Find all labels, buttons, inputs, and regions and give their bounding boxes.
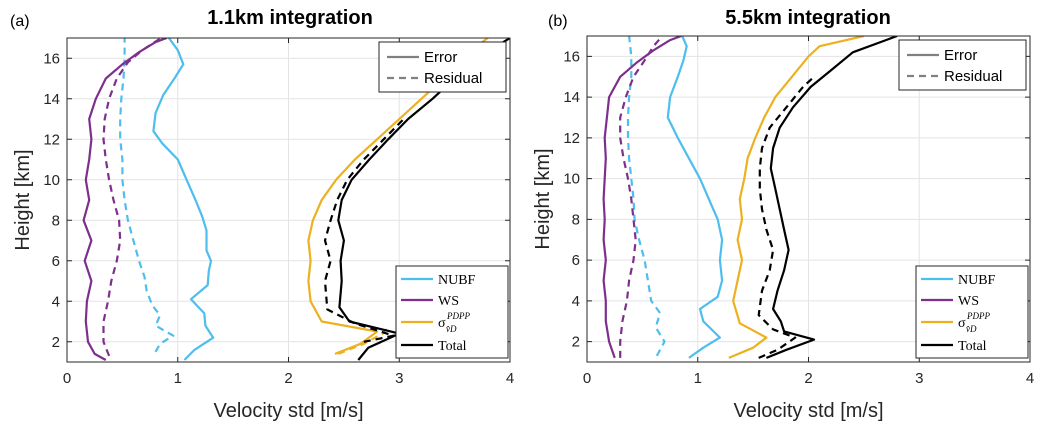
panel-label: (a) [10,13,30,30]
series-line-total-error [337,38,510,361]
color-legend-label: NUBF [438,273,476,288]
x-tick-label: 2 [804,370,812,387]
series-line--pdpp-error [307,38,489,355]
series-line-nubf-residual [626,36,666,357]
panel-label: (b) [548,13,568,30]
y-axis-label: Height [km] [12,149,34,250]
x-tick-label: 1 [694,370,702,387]
style-legend-box [898,39,1027,91]
style-legend-label: Residual [944,68,1002,85]
x-tick-label: 0 [63,370,71,387]
y-tick-label: 8 [572,211,580,228]
y-tick-label: 4 [52,293,60,310]
color-legend-label: σ [958,316,966,331]
series-line-ws-residual [619,36,664,358]
color-legend-label: NUBF [958,273,996,288]
y-tick-label: 16 [563,48,580,65]
y-tick-label: 16 [43,50,60,67]
y-tick-label: 6 [572,252,580,269]
color-legend: NUBF WS σ PDPP v̂D Total [915,265,1029,359]
color-legend-box [915,265,1029,359]
color-legend-label: WS [958,294,979,309]
chart-title: 5.5km integration [725,7,891,29]
style-legend-label: Residual [424,70,482,87]
series-line-ws-error [602,36,682,359]
color-legend-label: σ [438,316,446,331]
style-legend-box [378,41,507,93]
y-tick-label: 10 [43,172,60,189]
color-legend-label: WS [438,294,459,309]
style-legend: Error Residual [898,39,1027,91]
x-tick-label: 2 [284,370,292,387]
y-tick-label: 4 [572,293,580,310]
series-line-nubf-residual [119,38,175,353]
x-axis-label: Velocity std [m/s] [213,400,363,422]
series-line-nubf-error [152,38,215,361]
x-tick-label: 3 [395,370,403,387]
series-line-total-residual [323,118,405,343]
y-tick-label: 2 [52,334,60,351]
style-legend-label: Error [944,47,977,64]
series-line-total-error [765,36,898,359]
series-line-ws-error [82,38,168,361]
y-tick-label: 12 [43,131,60,148]
style-legend-label: Error [424,49,457,66]
y-tick-label: 12 [563,130,580,147]
color-legend-sup: PDPP [446,311,470,321]
series-group [82,38,510,361]
series-line--pdpp-error [728,36,865,359]
y-tick-label: 2 [572,334,580,351]
color-legend-sub: v̂D [446,324,457,334]
x-tick-label: 3 [915,370,923,387]
series-group [602,36,898,359]
y-tick-label: 8 [52,212,60,229]
y-axis-label: Height [km] [532,148,554,249]
color-legend: NUBF WS σ PDPP v̂D Total [395,265,509,359]
color-legend-sup: PDPP [966,311,990,321]
color-legend-label: Total [438,339,467,354]
color-legend-box [395,265,509,359]
x-axis-label: Velocity std [m/s] [733,400,883,422]
y-tick-label: 14 [43,91,60,108]
series-line-ws-residual [102,38,162,357]
color-legend-label: Total [958,339,987,354]
y-tick-label: 10 [563,171,580,188]
color-legend-sub: v̂D [966,324,977,334]
x-tick-label: 0 [583,370,591,387]
series-line-nubf-error [666,36,724,359]
x-tick-label: 4 [1026,370,1034,387]
x-tick-label: 1 [174,370,182,387]
y-tick-label: 6 [52,253,60,270]
chart-title: 1.1km integration [207,7,373,29]
style-legend: Error Residual [378,41,507,93]
series-line-total-residual [757,75,815,359]
y-tick-label: 14 [563,89,580,106]
x-tick-label: 4 [506,370,514,387]
